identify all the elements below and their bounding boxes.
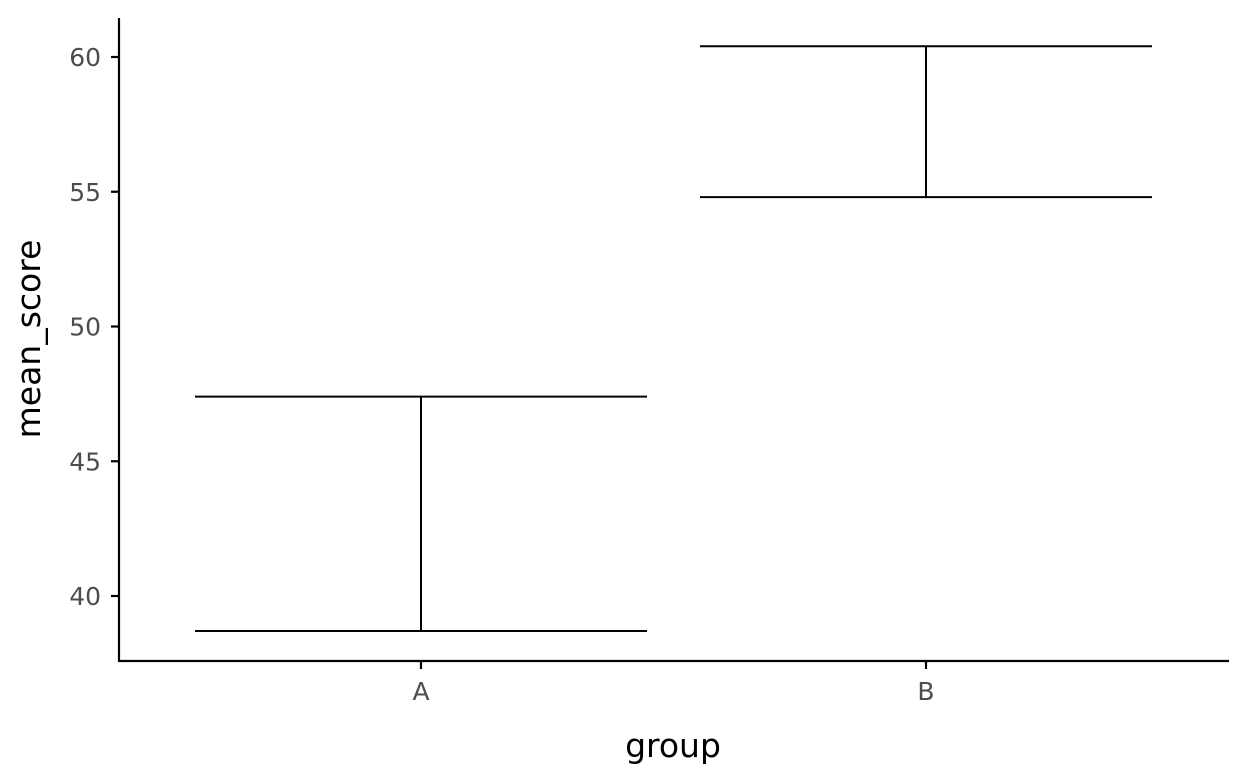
error-bar-a <box>195 395 647 633</box>
error-bar-b <box>700 45 1152 199</box>
y-tick-label: 60 <box>69 43 101 72</box>
x-tick-label: B <box>917 677 934 706</box>
y-tick-label: 55 <box>69 178 101 207</box>
x-axis-title: group <box>625 726 721 765</box>
x-tick-label: A <box>412 677 429 706</box>
y-tick-label: 50 <box>69 313 101 342</box>
error-bars-layer <box>195 45 1152 633</box>
y-tick-label: 40 <box>69 582 101 611</box>
y-axis-ticks: 40 45 50 55 60 <box>69 43 119 611</box>
y-tick-label: 45 <box>69 447 101 476</box>
y-axis-title: mean_score <box>9 240 48 439</box>
